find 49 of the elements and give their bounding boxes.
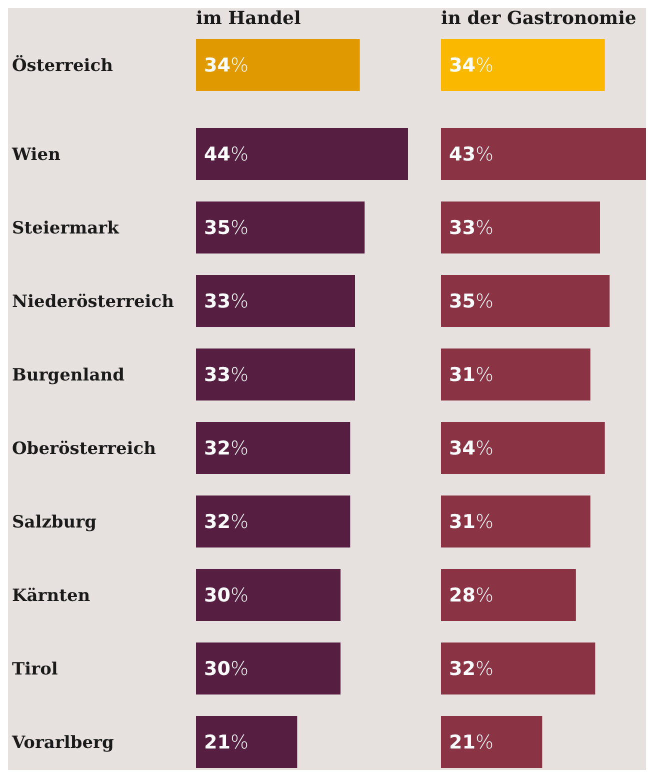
data-label: 34% bbox=[449, 54, 494, 77]
y-tick-label: Burgenland bbox=[12, 365, 125, 386]
y-tick-label: Oberösterreich bbox=[12, 438, 156, 459]
data-label: 31% bbox=[449, 511, 494, 534]
bar bbox=[196, 348, 355, 400]
bar bbox=[196, 569, 341, 621]
bar bbox=[196, 642, 341, 694]
bar bbox=[196, 716, 298, 768]
data-label: 32% bbox=[204, 438, 249, 460]
bar bbox=[196, 275, 355, 327]
data-label: 33% bbox=[204, 364, 249, 386]
chart-title: in der Gastronomie bbox=[441, 8, 636, 29]
bar bbox=[441, 202, 600, 254]
bar bbox=[441, 716, 542, 768]
data-label: 34% bbox=[204, 54, 249, 77]
bar bbox=[441, 348, 590, 400]
y-tick-label: Vorarlberg bbox=[11, 732, 114, 753]
data-label: 35% bbox=[204, 217, 249, 240]
y-tick-label: Steiermark bbox=[12, 218, 120, 238]
y-tick-label: Salzburg bbox=[12, 512, 97, 532]
y-tick-label: Wien bbox=[11, 144, 60, 165]
bar bbox=[196, 496, 350, 548]
bar bbox=[196, 202, 365, 254]
y-tick-label: Tirol bbox=[12, 659, 58, 680]
chart-title: im Handel bbox=[196, 8, 301, 29]
data-label: 30% bbox=[204, 658, 249, 680]
bar bbox=[196, 422, 350, 474]
data-label: 30% bbox=[204, 584, 249, 607]
data-label: 44% bbox=[204, 144, 249, 166]
data-label: 33% bbox=[449, 217, 494, 240]
data-label: 32% bbox=[204, 511, 249, 534]
data-label: 28% bbox=[449, 584, 494, 607]
data-label: 34% bbox=[449, 438, 494, 460]
data-label: 32% bbox=[449, 658, 494, 680]
y-tick-label: Kärnten bbox=[12, 586, 90, 606]
bar bbox=[441, 642, 596, 694]
bar bbox=[196, 128, 408, 180]
data-label: 33% bbox=[204, 290, 249, 313]
y-tick-label: Österreich bbox=[12, 54, 113, 76]
bar bbox=[441, 569, 576, 621]
data-label: 21% bbox=[204, 732, 249, 754]
bar bbox=[441, 496, 590, 548]
bar bbox=[441, 422, 605, 474]
data-label: 21% bbox=[449, 732, 494, 754]
data-label: 35% bbox=[449, 290, 494, 313]
data-label: 43% bbox=[449, 144, 494, 166]
bar bbox=[441, 275, 610, 327]
data-label: 31% bbox=[449, 364, 494, 386]
y-tick-label: Niederösterreich bbox=[12, 292, 174, 312]
